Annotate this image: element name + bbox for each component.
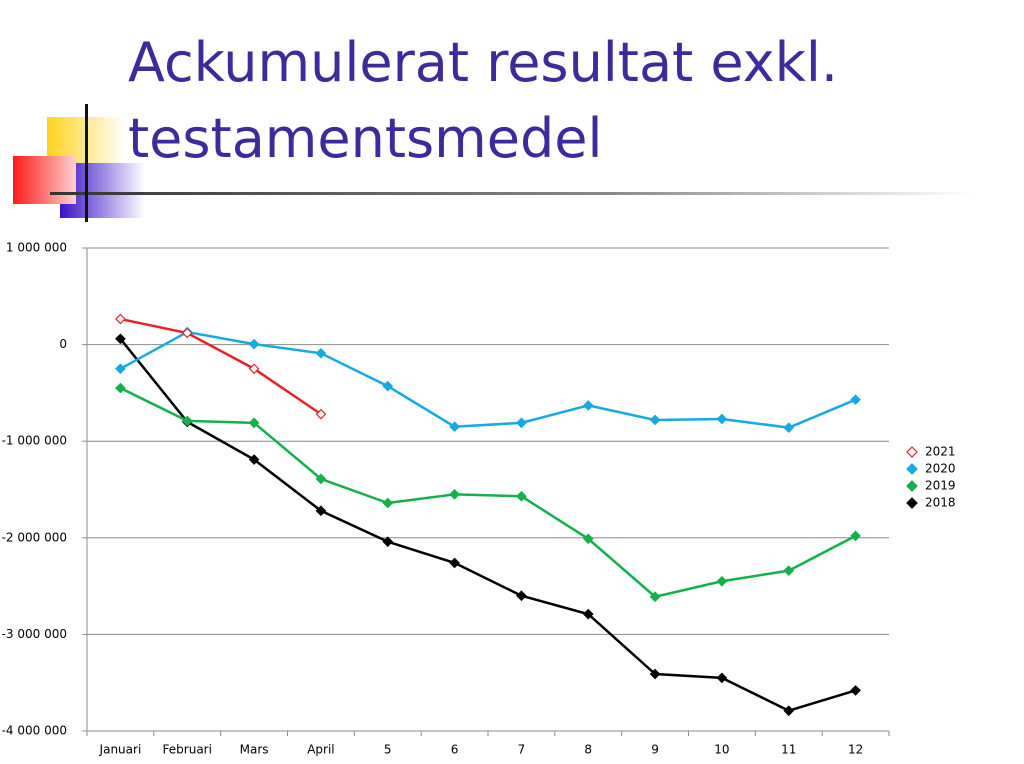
- data-point: [582, 608, 594, 620]
- deco-line: [85, 104, 88, 222]
- data-point: [783, 422, 795, 434]
- data-point: [248, 338, 260, 350]
- series-line: [119, 330, 857, 429]
- data-point: [115, 363, 126, 375]
- series-line: [119, 386, 857, 599]
- data-point: [649, 668, 661, 680]
- data-point: [783, 565, 795, 576]
- data-point: [449, 557, 460, 569]
- data-point: [582, 400, 594, 411]
- data-point: [850, 394, 861, 406]
- x-tick-label: Mars: [240, 743, 269, 757]
- data-point: [115, 382, 126, 394]
- data-point: [516, 417, 527, 429]
- data-point: [716, 413, 728, 425]
- title: Ackumulerat resultat exkl.: [128, 31, 839, 94]
- x-tick-label: 10: [714, 743, 729, 757]
- data-point: [181, 327, 193, 339]
- title-rule: [50, 192, 975, 195]
- data-point: [315, 408, 327, 420]
- data-point: [516, 490, 527, 502]
- legend-label: 2020: [925, 462, 956, 476]
- x-tick-label: 6: [451, 743, 459, 757]
- x-tick-label: 8: [584, 743, 592, 757]
- data-point: [449, 421, 460, 433]
- legend-label: 2018: [925, 496, 956, 510]
- data-point: [850, 685, 861, 696]
- data-point: [248, 417, 260, 429]
- x-tick-label: 5: [384, 743, 392, 757]
- x-tick-label: 9: [651, 743, 659, 757]
- y-tick-label: 1 000 000: [6, 241, 67, 255]
- series-line: [120, 317, 322, 416]
- x-tick-label: April: [307, 743, 334, 757]
- data-point: [850, 530, 861, 542]
- y-tick-label: -4 000 000: [2, 724, 67, 738]
- data-point: [115, 333, 126, 345]
- y-tick-label: -1 000 000: [2, 434, 67, 448]
- data-point: [649, 591, 661, 603]
- deco-square: [13, 156, 76, 204]
- legend-marker: [906, 446, 918, 458]
- x-tick-label: 12: [848, 743, 863, 757]
- x-tick-label: Januari: [99, 743, 142, 757]
- data-point: [382, 536, 394, 548]
- legend-marker: [906, 497, 918, 509]
- y-tick-label: -3 000 000: [2, 627, 67, 641]
- x-tick-label: Februari: [163, 743, 212, 757]
- legend-marker: [906, 480, 918, 492]
- data-point: [248, 454, 260, 465]
- data-point: [315, 505, 327, 517]
- data-point: [716, 672, 728, 684]
- title: testamentsmedel: [128, 107, 603, 170]
- data-point: [115, 313, 126, 325]
- data-point: [516, 590, 527, 602]
- series-line: [119, 338, 856, 713]
- x-tick-label: 7: [518, 743, 526, 757]
- data-point: [649, 414, 661, 426]
- y-tick-label: 0: [59, 337, 67, 351]
- data-point: [716, 575, 728, 587]
- data-point: [315, 347, 327, 359]
- data-point: [783, 705, 795, 717]
- data-point: [382, 497, 394, 509]
- data-point: [382, 380, 394, 392]
- data-point: [315, 473, 327, 485]
- legend-marker: [906, 463, 918, 475]
- legend-label: 2021: [925, 445, 956, 459]
- y-tick-label: -2 000 000: [2, 530, 67, 544]
- data-point: [449, 488, 460, 500]
- data-point: [248, 363, 260, 375]
- x-tick-label: 11: [781, 743, 796, 757]
- legend-label: 2019: [925, 479, 956, 493]
- data-point: [582, 533, 594, 545]
- data-point: [181, 415, 193, 427]
